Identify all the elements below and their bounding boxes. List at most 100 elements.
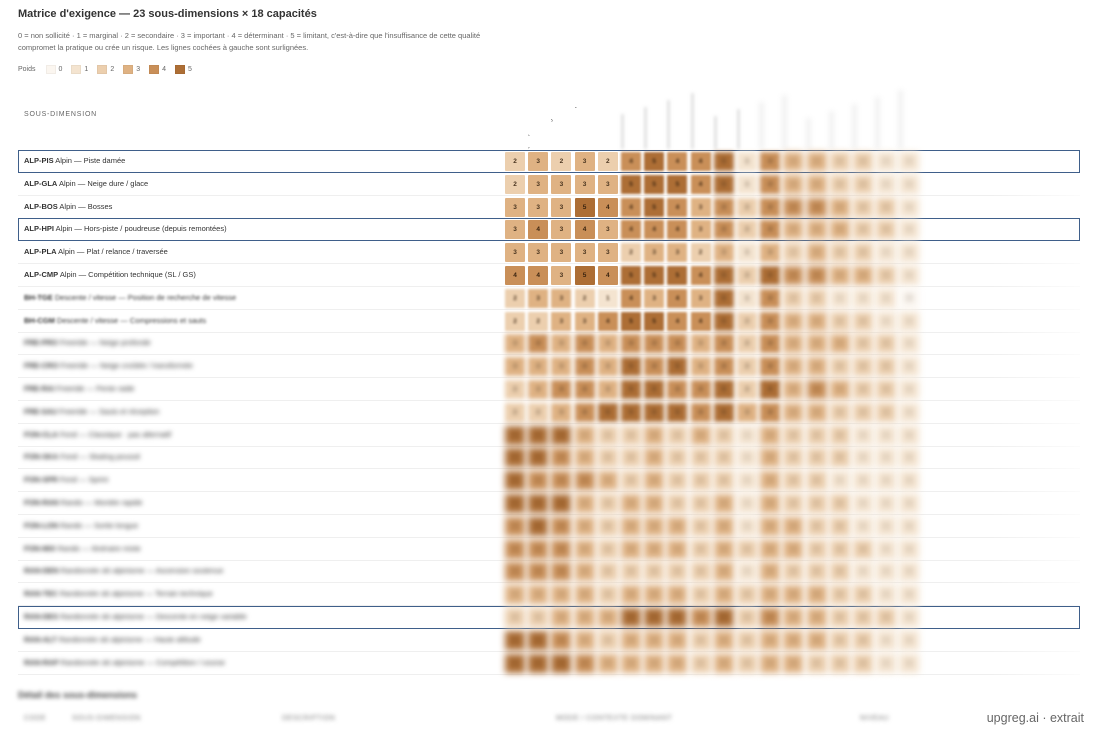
matrix-cell[interactable]: 2 xyxy=(806,448,827,468)
matrix-cell[interactable]: 2 xyxy=(597,425,618,445)
matrix-cell[interactable]: 3 xyxy=(574,539,595,559)
column-header-4[interactable]: C04 · Capacité anaérobie lactique xyxy=(575,82,598,152)
matrix-cell[interactable]: 3 xyxy=(505,334,525,354)
matrix-cell[interactable]: 4 xyxy=(574,653,595,673)
matrix-cell[interactable]: 1 xyxy=(737,471,757,491)
matrix-cell[interactable]: 1 xyxy=(876,448,897,468)
matrix-cell[interactable]: 3 xyxy=(574,562,595,582)
matrix-cell[interactable]: 3 xyxy=(574,152,595,171)
matrix-cell[interactable]: 2 xyxy=(829,311,850,331)
matrix-cell[interactable]: 2 xyxy=(690,516,711,536)
matrix-cell[interactable]: 2 xyxy=(621,562,641,582)
matrix-cell[interactable]: 3 xyxy=(760,653,781,673)
matrix-cell[interactable]: 2 xyxy=(713,471,734,491)
matrix-cell[interactable]: 4 xyxy=(505,539,525,559)
matrix-cell[interactable]: 2 xyxy=(853,174,873,194)
matrix-cell[interactable]: 5 xyxy=(644,311,665,331)
matrix-cell[interactable]: 4 xyxy=(644,334,665,354)
matrix-cell[interactable]: 3 xyxy=(667,539,688,559)
matrix-cell[interactable]: 3 xyxy=(621,653,641,673)
matrix-cell[interactable]: 2 xyxy=(528,311,549,331)
column-header-14[interactable] xyxy=(806,82,830,152)
matrix-cell[interactable]: 3 xyxy=(783,380,804,399)
matrix-cell[interactable]: 2 xyxy=(597,562,618,582)
matrix-cell[interactable]: 3 xyxy=(806,334,827,354)
matrix-cell[interactable]: 3 xyxy=(597,174,618,194)
matrix-row-alp-gla[interactable]: ALP-GLA Alpin — Neige dure / glace 2 3 3 3 3 5… xyxy=(18,173,1080,196)
matrix-cell[interactable]: 3 xyxy=(551,585,572,605)
matrix-cell[interactable]: 4 xyxy=(760,311,781,331)
matrix-cell[interactable]: 1 xyxy=(899,630,920,650)
matrix-row-fon-mix[interactable]: FON-MIX Rando — Itinéraire mixte 4 4 4 3 2 3 3 3… xyxy=(18,538,1080,561)
matrix-cell[interactable]: 3 xyxy=(505,585,525,605)
matrix-cell[interactable]: 5 xyxy=(528,494,549,513)
column-header-3[interactable]: C03 · Économie / efficience gestuelle xyxy=(551,82,574,152)
matrix-cell[interactable]: 4 xyxy=(528,471,549,491)
matrix-cell[interactable]: 3 xyxy=(597,608,618,627)
matrix-cell[interactable]: 4 xyxy=(760,357,781,377)
column-header-12[interactable] xyxy=(760,82,783,152)
matrix-cell[interactable]: 1 xyxy=(829,471,850,491)
matrix-row-bh-cgm[interactable]: BH-CGM Descente / vitesse — Compressions… xyxy=(18,310,1080,333)
matrix-row-alp-pis[interactable]: ALP-PIS Alpin — Piste damée 2 3 2 3 2 4 5 4 4 5 1 4 3… xyxy=(18,150,1080,173)
matrix-cell[interactable]: 2 xyxy=(829,402,850,422)
matrix-cell[interactable]: 2 xyxy=(783,425,804,445)
matrix-cell[interactable]: 5 xyxy=(644,608,665,627)
matrix-cell[interactable]: 4 xyxy=(667,311,688,331)
matrix-cell[interactable]: 2 xyxy=(528,608,549,627)
matrix-cell[interactable]: 4 xyxy=(505,562,525,582)
matrix-cell[interactable]: 3 xyxy=(713,585,734,605)
matrix-cell[interactable]: 1 xyxy=(899,266,920,285)
matrix-cell[interactable]: 1 xyxy=(876,585,897,605)
matrix-cell[interactable]: 4 xyxy=(574,220,595,240)
matrix-cell[interactable]: 4 xyxy=(574,471,595,491)
matrix-cell[interactable]: 2 xyxy=(597,539,618,559)
column-header-6[interactable] xyxy=(621,82,644,152)
matrix-cell[interactable]: 1 xyxy=(737,288,757,308)
matrix-cell[interactable]: 1 xyxy=(899,243,920,263)
matrix-cell[interactable]: 3 xyxy=(667,630,688,650)
matrix-cell[interactable]: 0 xyxy=(899,288,920,308)
matrix-cell[interactable]: 2 xyxy=(737,311,757,331)
matrix-cell[interactable]: 2 xyxy=(667,448,688,468)
matrix-cell[interactable]: 4 xyxy=(528,539,549,559)
column-header-7[interactable] xyxy=(644,82,667,152)
matrix-cell[interactable]: 2 xyxy=(806,653,827,673)
matrix-cell[interactable]: 2 xyxy=(806,425,827,445)
matrix-cell[interactable]: 5 xyxy=(713,380,734,399)
matrix-cell[interactable]: 2 xyxy=(505,402,525,422)
matrix-cell[interactable]: 5 xyxy=(621,357,641,377)
matrix-cell[interactable]: 2 xyxy=(667,562,688,582)
matrix-cell[interactable]: 2 xyxy=(876,197,897,217)
matrix-cell[interactable]: 3 xyxy=(574,425,595,445)
matrix-cell[interactable]: 5 xyxy=(551,425,572,445)
matrix-cell[interactable]: 3 xyxy=(597,243,618,263)
matrix-cell[interactable]: 5 xyxy=(621,311,641,331)
matrix-cell[interactable]: 2 xyxy=(829,243,850,263)
matrix-cell[interactable]: 1 xyxy=(876,471,897,491)
matrix-cell[interactable]: 1 xyxy=(899,471,920,491)
matrix-cell[interactable]: 3 xyxy=(597,471,618,491)
matrix-cell[interactable]: 4 xyxy=(667,334,688,354)
matrix-cell[interactable]: 5 xyxy=(505,494,525,513)
matrix-cell[interactable]: 3 xyxy=(644,243,665,263)
matrix-cell[interactable]: 1 xyxy=(853,448,873,468)
matrix-cell[interactable]: 2 xyxy=(853,539,873,559)
matrix-cell[interactable]: 5 xyxy=(621,608,641,627)
matrix-cell[interactable]: 3 xyxy=(551,174,572,194)
matrix-cell[interactable]: 2 xyxy=(597,516,618,536)
matrix-cell[interactable]: 4 xyxy=(760,402,781,422)
matrix-cell[interactable]: 5 xyxy=(621,380,641,399)
matrix-cell[interactable]: 2 xyxy=(690,539,711,559)
matrix-cell[interactable]: 2 xyxy=(829,357,850,377)
matrix-cell[interactable]: 4 xyxy=(806,197,827,217)
matrix-cell[interactable]: 1 xyxy=(597,288,618,308)
matrix-cell[interactable]: 4 xyxy=(806,380,827,399)
matrix-cell[interactable]: 2 xyxy=(853,243,873,263)
matrix-cell[interactable]: 2 xyxy=(806,516,827,536)
matrix-cell[interactable]: 1 xyxy=(899,380,920,399)
matrix-cell[interactable]: 5 xyxy=(713,402,734,422)
matrix-row-bh-tge[interactable]: BH-TGE Descente / vitesse — Position de … xyxy=(18,287,1080,310)
matrix-cell[interactable]: 4 xyxy=(644,357,665,377)
matrix-cell[interactable]: 5 xyxy=(644,402,665,422)
